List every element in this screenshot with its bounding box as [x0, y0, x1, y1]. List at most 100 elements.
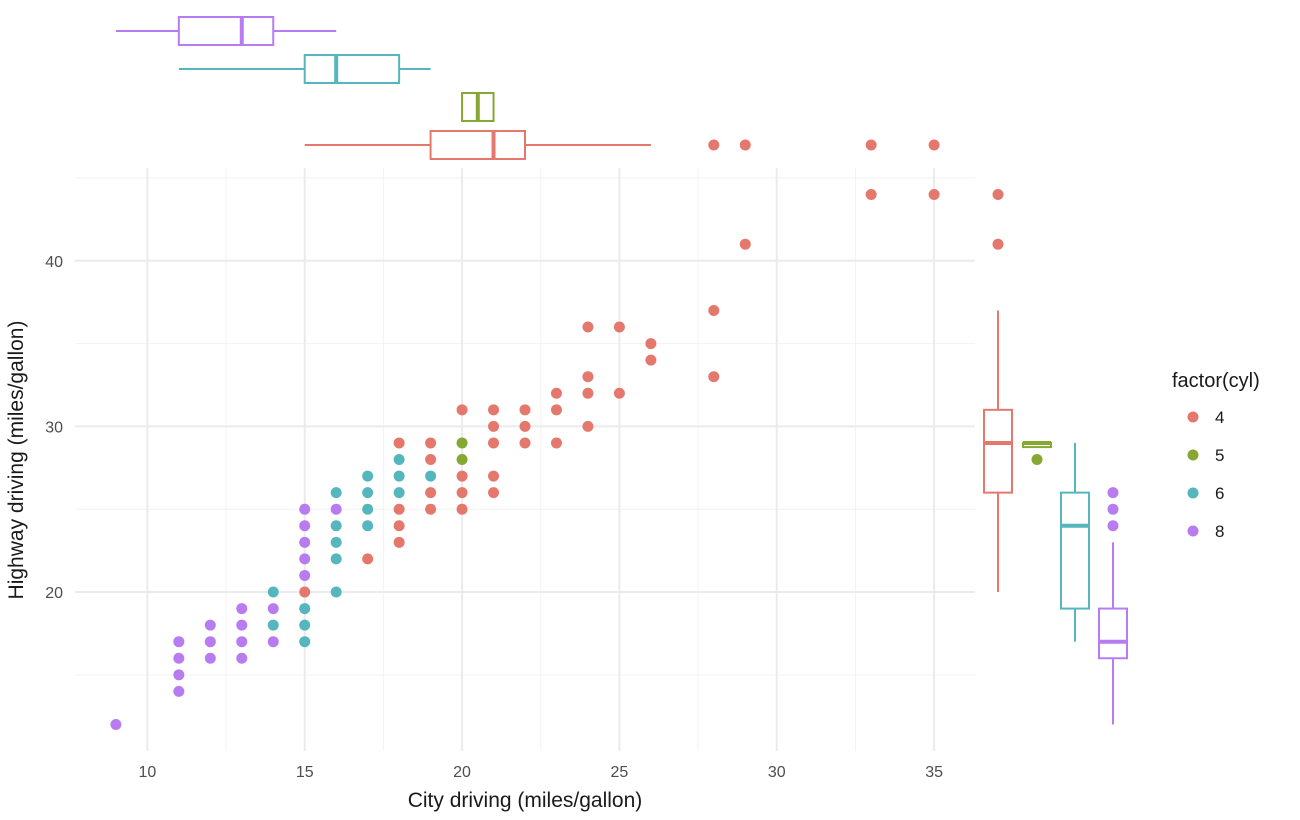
data-point-cyl-8 — [204, 652, 216, 664]
data-point-cyl-4 — [582, 387, 594, 399]
data-point-cyl-6 — [393, 470, 405, 482]
data-point-cyl-6 — [330, 520, 342, 532]
legend-entry-4: 4 — [1187, 408, 1224, 427]
x-tick-label: 15 — [296, 764, 314, 781]
legend-key-dot — [1187, 487, 1199, 499]
boxplot-outlier — [1107, 520, 1119, 532]
data-point-cyl-8 — [299, 569, 311, 581]
right-boxplot-cyl-8 — [1098, 487, 1128, 725]
legend-label: 8 — [1215, 522, 1224, 541]
scatter-points — [110, 189, 940, 730]
legend-label: 6 — [1215, 484, 1224, 503]
data-point-cyl-8 — [173, 669, 185, 681]
legend-entry-5: 5 — [1187, 446, 1224, 465]
data-point-cyl-5 — [456, 437, 468, 449]
legend-key-dot — [1187, 525, 1199, 537]
legend-entry-8: 8 — [1187, 522, 1224, 541]
boxplot-box — [303, 54, 401, 84]
data-point-cyl-4 — [362, 553, 374, 565]
data-point-cyl-4 — [582, 321, 594, 333]
data-point-cyl-4 — [393, 520, 405, 532]
data-point-cyl-4 — [708, 371, 720, 383]
boxplot-outlier — [865, 139, 877, 151]
legend: factor(cyl) 4 5 6 8 — [1172, 370, 1260, 541]
data-point-cyl-4 — [645, 338, 657, 350]
data-point-cyl-6 — [362, 470, 374, 482]
legend-entries: 4 5 6 8 — [1187, 408, 1224, 541]
data-point-cyl-8 — [299, 553, 311, 565]
data-point-cyl-8 — [173, 652, 185, 664]
data-point-cyl-8 — [236, 636, 248, 648]
data-point-cyl-4 — [928, 189, 940, 200]
data-point-cyl-4 — [582, 420, 594, 432]
y-tick-label: 40 — [45, 254, 63, 271]
legend-key-dot — [1187, 449, 1199, 461]
data-point-cyl-6 — [362, 520, 374, 532]
data-point-cyl-6 — [267, 619, 279, 631]
data-point-cyl-4 — [519, 437, 531, 449]
top-boxplot-cyl-6 — [178, 54, 431, 84]
x-axis-title: City driving (miles/gallon) — [408, 789, 643, 812]
x-tick-label: 35 — [925, 764, 943, 781]
data-point-cyl-6 — [299, 619, 311, 631]
data-point-cyl-4 — [456, 404, 468, 416]
data-point-cyl-4 — [488, 437, 500, 449]
boxplot-box — [983, 408, 1013, 494]
right-boxplot-cyl-5 — [1022, 440, 1052, 465]
y-axis-ticks: 20 30 40 — [45, 254, 63, 602]
data-point-cyl-6 — [267, 586, 279, 598]
data-point-cyl-4 — [613, 387, 625, 399]
data-point-cyl-4 — [865, 189, 877, 200]
data-point-cyl-5 — [456, 454, 468, 465]
data-point-cyl-4 — [393, 503, 405, 515]
data-point-cyl-8 — [173, 685, 185, 697]
x-tick-label: 30 — [768, 764, 786, 781]
boxplot-box — [177, 16, 275, 46]
boxplot-box — [1060, 491, 1090, 610]
data-point-cyl-4 — [582, 371, 594, 383]
data-point-cyl-4 — [425, 487, 437, 499]
data-point-cyl-4 — [645, 354, 657, 366]
data-point-cyl-4 — [519, 404, 531, 416]
boxplot-outlier — [992, 238, 1004, 250]
top-boxplot-cyl-5 — [461, 92, 495, 122]
boxplot-box — [429, 130, 526, 160]
data-point-cyl-4 — [393, 536, 405, 548]
data-point-cyl-4 — [425, 437, 437, 449]
top-boxplot-cyl-4 — [304, 130, 940, 160]
data-point-cyl-6 — [299, 603, 311, 615]
data-point-cyl-4 — [488, 404, 500, 416]
data-point-cyl-4 — [708, 304, 720, 316]
data-point-cyl-4 — [488, 420, 500, 432]
data-point-cyl-8 — [236, 652, 248, 664]
boxplot-outlier — [992, 189, 1004, 200]
data-point-cyl-4 — [425, 454, 437, 465]
data-point-cyl-8 — [204, 619, 216, 631]
data-point-cyl-4 — [299, 586, 311, 598]
data-point-cyl-4 — [488, 470, 500, 482]
data-point-cyl-8 — [299, 503, 311, 515]
data-point-cyl-4 — [425, 503, 437, 515]
data-point-cyl-6 — [330, 553, 342, 565]
data-point-cyl-8 — [299, 536, 311, 548]
x-tick-label: 20 — [453, 764, 471, 781]
data-point-cyl-8 — [267, 603, 279, 615]
data-point-cyl-6 — [362, 503, 374, 515]
boxplot-outlier — [739, 139, 751, 151]
boxplot-outlier — [708, 139, 720, 151]
data-point-cyl-6 — [393, 454, 405, 465]
legend-label: 5 — [1215, 446, 1224, 465]
x-tick-label: 25 — [611, 764, 629, 781]
data-point-cyl-8 — [173, 636, 185, 648]
data-point-cyl-4 — [739, 238, 751, 250]
y-tick-label: 20 — [45, 585, 63, 602]
legend-entry-6: 6 — [1187, 484, 1224, 503]
data-point-cyl-4 — [456, 503, 468, 515]
data-point-cyl-8 — [267, 636, 279, 648]
data-point-cyl-4 — [613, 321, 625, 333]
data-point-cyl-8 — [236, 603, 248, 615]
data-point-cyl-6 — [330, 586, 342, 598]
boxplot-outlier — [1107, 487, 1119, 499]
data-point-cyl-4 — [550, 404, 562, 416]
